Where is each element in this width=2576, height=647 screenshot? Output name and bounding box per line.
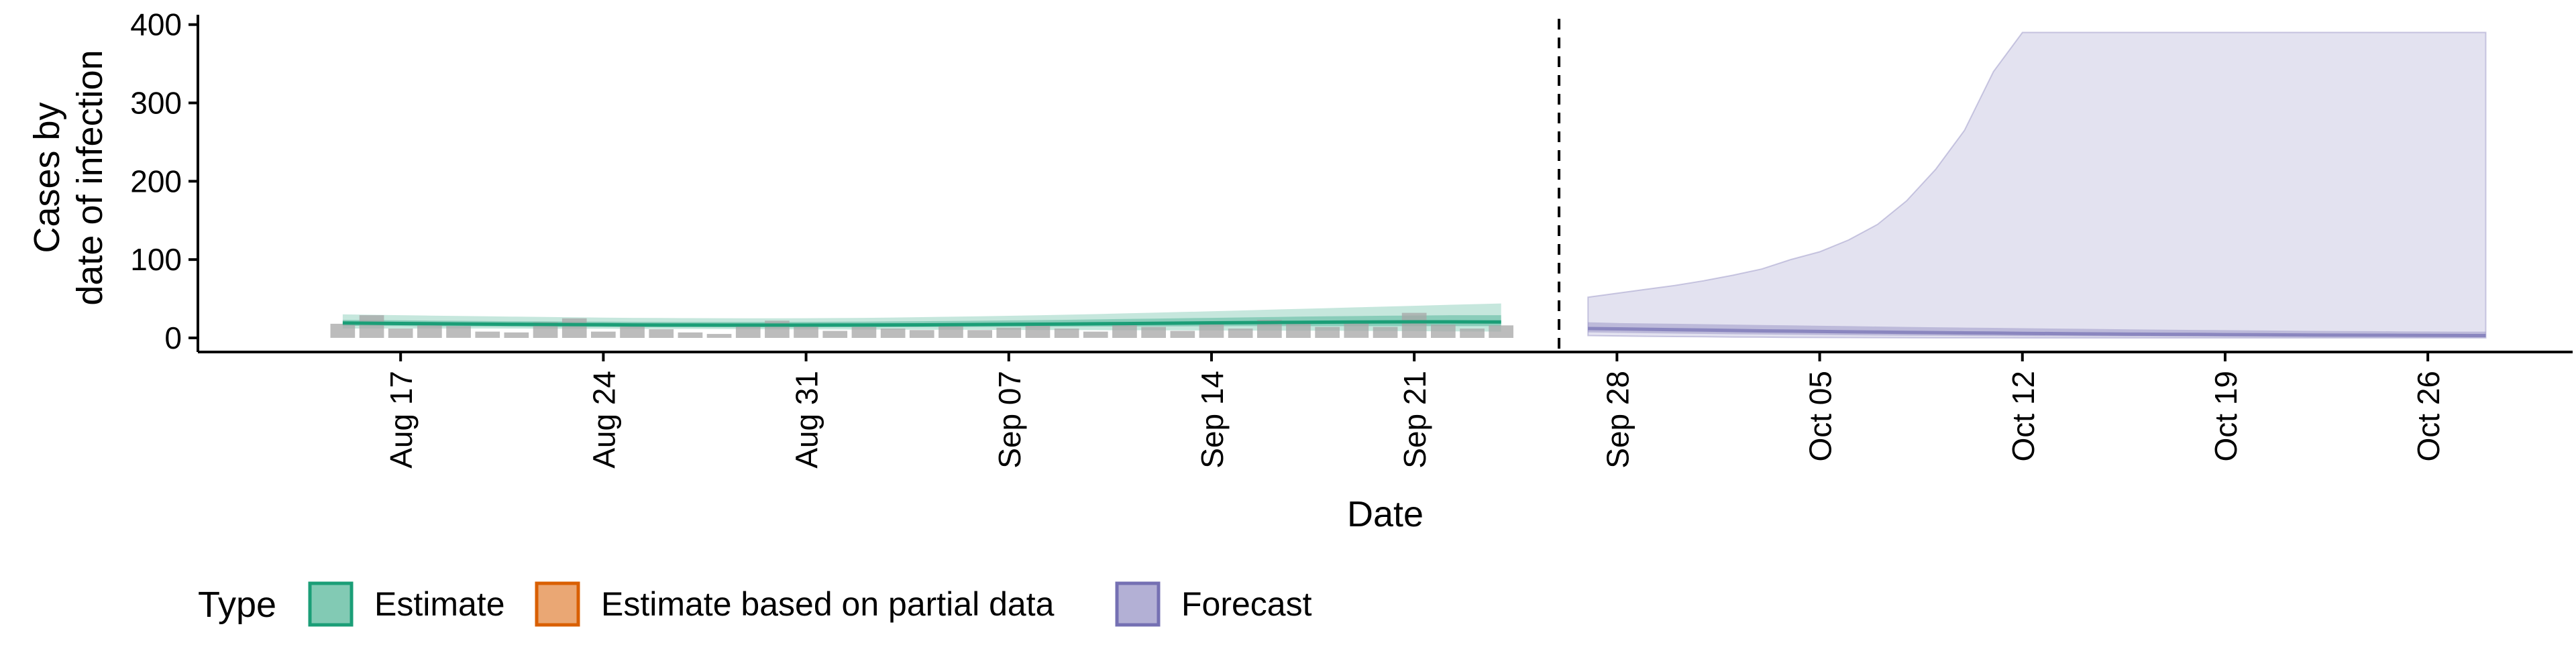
observed-case-bar (938, 325, 963, 338)
observed-case-bar (359, 315, 384, 338)
x-axis-title: Date (1347, 494, 1424, 534)
y-tick-label: 0 (164, 320, 182, 355)
observed-case-bar (591, 331, 616, 338)
observed-case-bar (1286, 322, 1311, 338)
x-tick-label: Sep 14 (1195, 371, 1230, 469)
x-tick-label: Sep 28 (1600, 371, 1635, 469)
y-axis-title-line-1: Cases by (27, 102, 67, 253)
legend-title: Type (198, 585, 276, 625)
observed-case-bar (967, 330, 992, 338)
legend-label-3: Forecast (1181, 585, 1312, 623)
observed-case-bar (475, 331, 500, 338)
observed-case-bar (794, 326, 818, 338)
y-tick-label: 200 (130, 164, 182, 198)
estimate-median-line (342, 320, 1501, 327)
observed-case-bar (735, 325, 761, 338)
axes: 0 100 200 300 400 Aug 17 Aug 24 Aug 31 Sep 07 Sep… (27, 7, 2573, 534)
x-tick-label: Oct 12 (2006, 371, 2041, 462)
observed-case-bar (1054, 329, 1079, 338)
observed-case-bar (1083, 331, 1108, 338)
observed-case-bar (1460, 329, 1485, 338)
x-tick-label: Sep 21 (1397, 371, 1432, 469)
x-tick-label: Aug 24 (586, 371, 621, 469)
forecast-median-line (1588, 327, 2486, 337)
observed-case-bar (620, 325, 645, 338)
observed-case-bar (1489, 325, 1513, 338)
observed-case-bar (649, 329, 674, 338)
observed-case-bar (446, 326, 471, 338)
legend-label-2: Estimate based on partial data (601, 585, 1055, 623)
y-tick-label: 300 (130, 86, 182, 121)
observed-case-bars (330, 312, 1513, 338)
observed-case-bar (417, 325, 442, 338)
observed-case-bar (822, 331, 848, 338)
legend-label-1: Estimate (374, 585, 505, 623)
observed-case-bar (765, 320, 790, 338)
legend-key-2 (535, 581, 580, 627)
observed-case-bar (561, 318, 587, 338)
observed-case-bar (678, 332, 703, 338)
observed-case-bar (1401, 312, 1427, 338)
y-axis-title-line-2: date of infection (70, 50, 110, 305)
legend: Type Estimate Estimate based on partial da… (198, 581, 1312, 627)
x-tick-label: Sep 07 (992, 371, 1027, 469)
observed-case-bar (1228, 329, 1253, 338)
observed-case-bar (1373, 327, 1398, 338)
legend-key-1 (308, 581, 354, 627)
observed-case-bar (330, 323, 356, 338)
observed-case-bar (504, 332, 529, 338)
uncertainty-bands (342, 32, 2487, 339)
observed-case-bar (996, 327, 1022, 338)
x-tick-label: Oct 05 (1803, 371, 1838, 462)
y-tick-label: 100 (130, 242, 182, 277)
observed-case-bar (1112, 322, 1137, 338)
x-tick-label: Aug 31 (790, 371, 824, 469)
observed-case-bar (880, 329, 906, 338)
y-axis-title: Cases bydate of infection (27, 50, 110, 305)
observed-case-bar (1344, 321, 1369, 338)
observed-case-bar (1431, 325, 1456, 338)
forecast-band-90 (1587, 32, 2487, 339)
median-lines (342, 320, 2486, 337)
observed-case-bar (851, 327, 877, 338)
observed-case-bar (1141, 327, 1166, 338)
observed-case-bar (533, 322, 558, 338)
observed-case-bar (388, 329, 413, 338)
x-tick-label: Aug 17 (384, 371, 419, 469)
legend-key-3 (1115, 581, 1161, 627)
observed-case-bar (1170, 331, 1195, 338)
y-tick-label: 400 (130, 7, 182, 42)
observed-case-bar (909, 330, 934, 338)
observed-case-bar (1315, 327, 1340, 338)
observed-case-bar (1025, 325, 1051, 338)
observed-case-bar (706, 334, 732, 338)
x-tick-label: Oct 26 (2411, 371, 2446, 462)
x-tick-label: Oct 19 (2208, 371, 2243, 462)
